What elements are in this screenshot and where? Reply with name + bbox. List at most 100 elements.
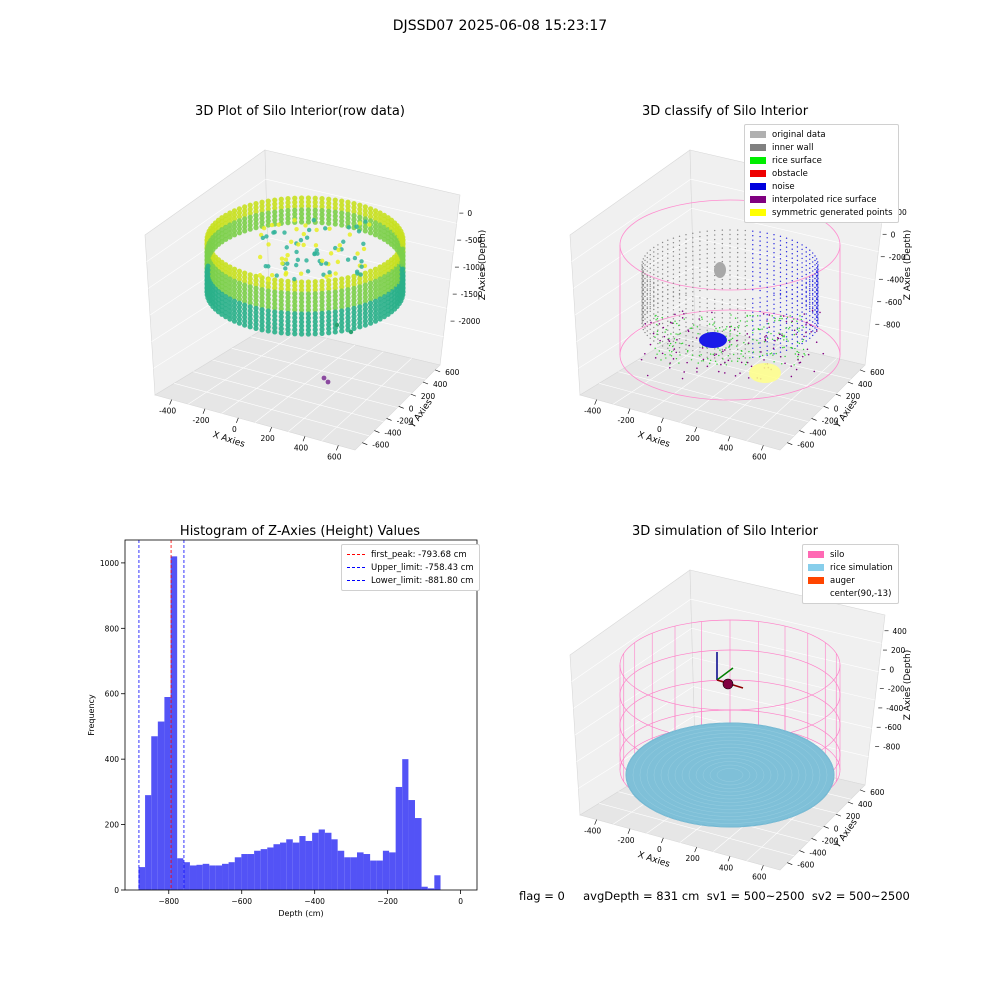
sim-ztick-label: -200: [888, 685, 905, 694]
histogram-bar: [434, 875, 441, 890]
sim-xtick-label: 600: [752, 872, 767, 881]
cls-yaxis-label: Y Axies: [832, 397, 860, 430]
sim-ytick-label: -600: [797, 861, 814, 870]
histogram-bar: [356, 852, 364, 890]
raw-xtick-label: 400: [294, 443, 309, 452]
histogram-legend-line: [347, 554, 365, 555]
cls-ytick-label: -400: [809, 429, 826, 438]
histogram-legend-label: first_peak: -793.68 cm: [371, 549, 467, 560]
histogram-bar: [324, 832, 332, 890]
raw-xtick: [269, 426, 272, 433]
histogram-xtick-label: 0: [458, 897, 463, 906]
histogram-bar: [318, 829, 325, 890]
sim-ytick: [835, 813, 841, 817]
histogram-chart: −800 −600 −400 −200 0 0 200 400 600 800 1000 Depth …: [87, 539, 478, 918]
histogram-bar: [376, 860, 383, 890]
histogram-bar: [209, 865, 216, 890]
histogram-frame: [124, 539, 478, 891]
sim-ytick: [787, 862, 793, 865]
histogram-bar: [421, 886, 428, 890]
raw-zaxis-label: Z Axies (Depth): [478, 230, 488, 301]
histogram-bar: [286, 839, 293, 890]
raw-ztick-label: -2000: [459, 317, 481, 326]
cls-xtick-label: 600: [752, 452, 767, 461]
simulation-scene: [619, 619, 841, 828]
cls-legend-swatch: [750, 157, 766, 164]
histogram-bar: [157, 721, 165, 890]
sim-xtick-label: 0: [657, 845, 662, 854]
sim-legend-swatch: [808, 590, 824, 597]
histogram-legend-line: [347, 567, 365, 568]
cls-ytick-label: -200: [822, 416, 839, 425]
sim-xtick: [727, 856, 731, 862]
sim-xtick: [594, 819, 597, 825]
raw-point-cloud: [204, 195, 406, 385]
cls-ytick-label: -600: [797, 441, 814, 450]
raw-xtick: [236, 417, 239, 424]
raw-xtick-label: -200: [192, 416, 209, 425]
raw-ytick-label: -600: [372, 441, 389, 450]
cls-ytick-label: 200: [846, 392, 861, 401]
cls-legend-label: original data: [772, 129, 826, 140]
histogram-bar: [305, 840, 313, 890]
raw-ytick-label: 0: [409, 404, 414, 413]
cls-legend-item: rice surface: [750, 154, 893, 167]
raw-ytick: [398, 406, 404, 409]
sim-xtick-label: -200: [617, 836, 634, 845]
histogram-bar: [234, 857, 242, 890]
raw-ytick: [374, 430, 380, 433]
sim-ytick-label: 200: [846, 812, 861, 821]
histogram-ytick-label: 400: [105, 755, 120, 764]
histogram-legend-item: Upper_limit: -758.43 cm: [347, 561, 474, 574]
sim-legend-label: auger: [830, 575, 855, 586]
sim-ytick: [860, 789, 866, 793]
histogram-bar: [215, 865, 223, 890]
histogram-bar: [196, 864, 203, 890]
histogram-legend-label: Upper_limit: -758.43 cm: [371, 562, 474, 573]
sim-yaxis-label: Y Axies: [832, 817, 860, 850]
histogram-bar: [202, 863, 210, 890]
histogram-bar: [331, 839, 338, 890]
histogram-bar: [164, 697, 171, 890]
cls-legend-swatch: [750, 170, 766, 177]
cls-legend-swatch: [750, 131, 766, 138]
histogram-ytick-label: 800: [105, 624, 120, 633]
classify-plot-title: 3D classify of Silo Interior: [641, 104, 809, 119]
raw-ztick-label: -1500: [461, 290, 483, 299]
histogram-yaxis-label: Frequency: [87, 694, 96, 736]
cls-xtick-label: 0: [657, 425, 662, 434]
auger-marker: [722, 678, 734, 690]
cls-legend-swatch: [750, 196, 766, 203]
histogram-bar: [241, 854, 248, 890]
raw-xtick-label: 200: [261, 434, 276, 443]
cls-ytick: [823, 406, 829, 409]
raw-ytick: [362, 442, 368, 445]
simulation-3d-plot: -400 -200 0 200 400 600 X Axies 600 400 200 0 -200 -…: [569, 569, 913, 881]
cls-legend-item: obstacle: [750, 167, 893, 180]
cls-legend-item: original data: [750, 128, 893, 141]
cls-ztick-label: 0: [891, 230, 896, 239]
histogram-title: Histogram of Z-Axies (Height) Values: [179, 524, 421, 539]
histogram-bar: [260, 849, 268, 890]
cls-xaxis-label: X Axies: [636, 430, 671, 450]
raw-xtick-label: 600: [327, 452, 342, 461]
histogram-bar: [254, 850, 261, 890]
sim-legend-item: rice simulation: [808, 561, 893, 574]
sim-xtick-label: 400: [719, 863, 734, 872]
histogram-bar: [183, 862, 190, 890]
cls-ytick-label: 400: [858, 380, 873, 389]
figure-title: DJSSD07 2025-06-08 15:23:17: [392, 18, 608, 34]
cls-xtick: [627, 408, 631, 414]
histogram-xtick-label: −400: [304, 897, 325, 906]
raw-ztick-label: 0: [467, 209, 472, 218]
histogram-bar: [189, 865, 197, 890]
sim-ztick-label: -800: [883, 743, 900, 752]
cls-ytick-label: 0: [834, 404, 839, 413]
sim-xtick: [694, 846, 697, 853]
sim-ztick-label: -600: [885, 723, 902, 732]
histogram-bar: [414, 818, 422, 890]
sim-legend-label: silo: [830, 549, 845, 560]
histogram-bar: [395, 786, 403, 890]
histogram-legend: first_peak: -793.68 cm Upper_limit: -758.…: [341, 544, 480, 591]
